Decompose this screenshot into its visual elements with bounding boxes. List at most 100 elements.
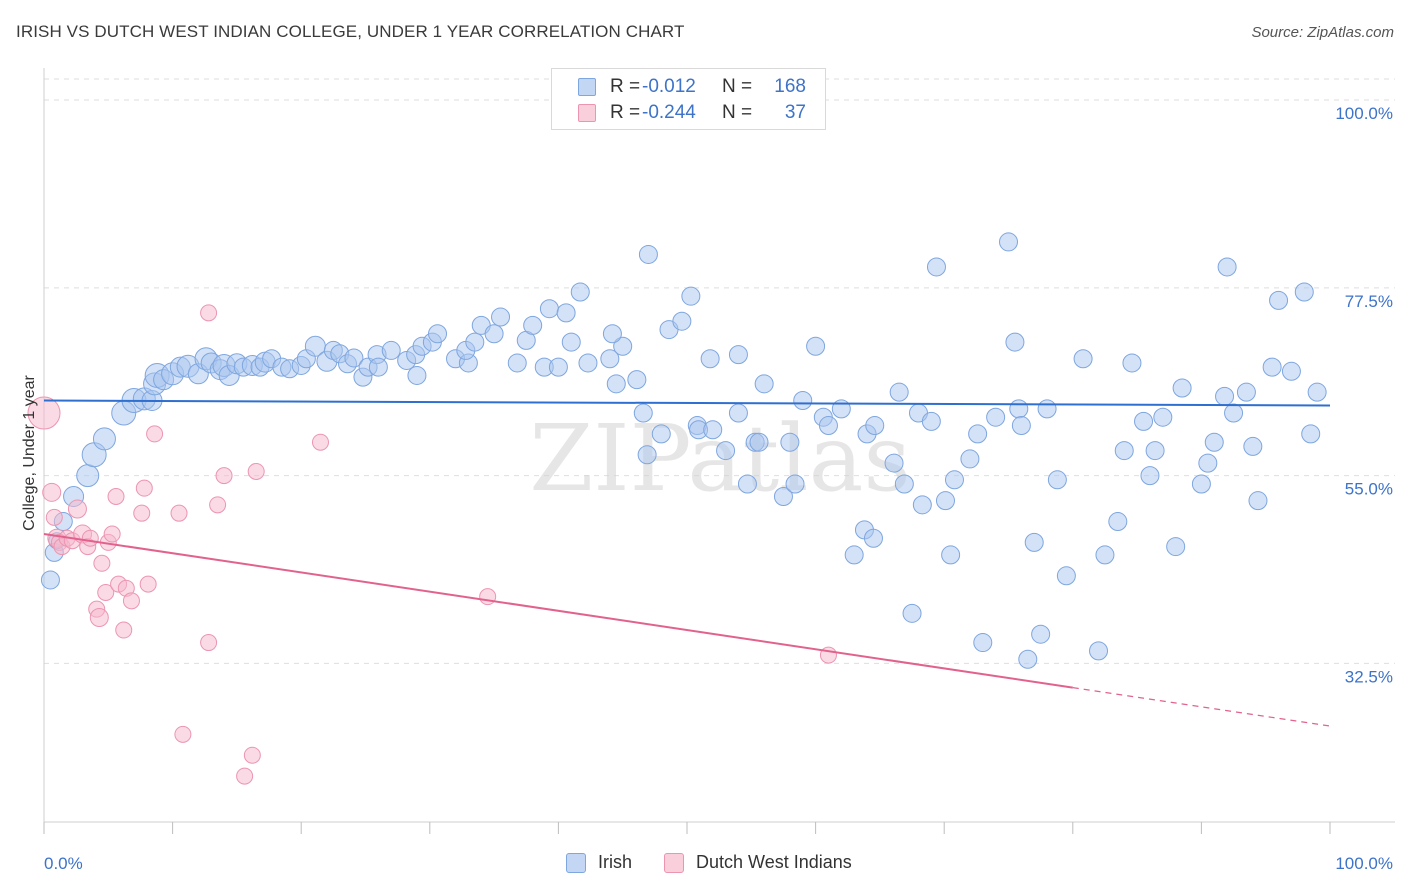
dutch-point — [247, 462, 265, 480]
irish-point — [1243, 436, 1263, 456]
x-tick-label-max: 100.0% — [1335, 854, 1393, 873]
irish-point — [844, 545, 864, 565]
irish-point — [754, 374, 774, 394]
irish-point — [728, 345, 748, 365]
irish-point — [960, 449, 980, 469]
irish-point — [638, 244, 658, 264]
x-tick-label-min: 0.0% — [44, 854, 83, 873]
irish-point — [1294, 282, 1314, 302]
trend-line-dashed-1 — [1072, 687, 1331, 727]
irish-point — [1307, 382, 1327, 402]
irish-point — [491, 307, 511, 327]
irish-point — [1056, 566, 1076, 586]
irish-point — [728, 403, 748, 423]
irish-point — [894, 474, 914, 494]
irish-point — [672, 311, 692, 331]
dutch-point — [200, 634, 218, 652]
irish-point — [651, 424, 671, 444]
irish-point — [968, 424, 988, 444]
dutch-point — [174, 725, 192, 743]
irish-point — [1005, 332, 1025, 352]
irish-point — [523, 315, 543, 335]
dutch-point — [89, 608, 109, 628]
label-layer: 32.5% 55.0% 77.5% 100.0% 0.0% 100.0% College, … — [21, 104, 1393, 873]
irish-point — [1153, 407, 1173, 427]
dutch-point — [209, 496, 227, 514]
irish-point — [700, 349, 720, 369]
irish-point — [507, 353, 527, 373]
irish-point — [926, 257, 946, 277]
irish-point — [368, 357, 388, 377]
irish-point — [76, 464, 100, 488]
irish-point — [749, 432, 769, 452]
irish-point — [539, 299, 559, 319]
dutch-point — [200, 304, 218, 322]
y-axis-label: College, Under 1 year — [21, 375, 38, 531]
irish-point — [1009, 399, 1029, 419]
irish-point — [902, 603, 922, 623]
irish-point — [773, 486, 793, 506]
irish-point — [999, 232, 1018, 252]
legend-item-dutch[interactable]: Dutch West Indians — [664, 852, 852, 873]
irish-point — [1024, 532, 1044, 552]
irish-point — [865, 416, 885, 436]
dutch-point — [135, 479, 153, 497]
irish-point — [986, 407, 1006, 427]
irish-point — [785, 474, 805, 494]
irish-point — [1114, 441, 1134, 461]
dutch-point — [97, 583, 115, 601]
irish-point — [780, 432, 800, 452]
irish-point — [1134, 411, 1154, 431]
series-layer — [27, 232, 1327, 785]
dutch-point — [146, 425, 164, 443]
irish-point — [606, 374, 626, 394]
irish-point — [1301, 424, 1321, 444]
irish-point — [1145, 441, 1165, 461]
dutch-point — [107, 487, 125, 505]
dutch-point — [215, 467, 233, 485]
irish-point — [407, 365, 427, 385]
dutch-point — [479, 588, 497, 606]
irish-point — [381, 340, 401, 360]
irish-swatch — [578, 78, 596, 96]
irish-point — [944, 470, 964, 490]
dutch-point — [93, 554, 111, 572]
dutch-point — [243, 746, 261, 764]
irish-point — [1191, 474, 1211, 494]
dutch-swatch — [578, 104, 596, 122]
r-key: R = — [610, 102, 641, 123]
irish-point — [556, 303, 576, 323]
irish-point — [1031, 624, 1051, 644]
dutch-point — [42, 482, 62, 502]
irish-point — [1047, 470, 1067, 490]
irish-point — [1236, 382, 1256, 402]
irish-point — [1073, 349, 1093, 369]
irish-point — [570, 282, 590, 302]
y-tick-label: 100.0% — [1335, 104, 1393, 123]
irish-point — [716, 441, 736, 461]
irish-point — [561, 332, 581, 352]
n-key: N = — [722, 102, 753, 123]
irish-point — [1248, 491, 1268, 511]
irish-point — [1262, 357, 1282, 377]
series-legend: Irish Dutch West Indians — [566, 852, 884, 873]
trend-line-0 — [43, 399, 1331, 407]
irish-point — [1108, 512, 1128, 532]
irish-point — [600, 349, 620, 369]
irish-point — [428, 324, 448, 344]
watermark: ZIPatlas — [529, 405, 910, 512]
irish-point — [1037, 399, 1057, 419]
irish-point — [831, 399, 851, 419]
dutch-point — [27, 396, 61, 430]
irish-point — [1172, 378, 1192, 398]
irish-point — [681, 286, 701, 306]
irish-point — [884, 453, 904, 473]
irish-point — [1122, 353, 1142, 373]
irish-point — [1198, 453, 1218, 473]
legend-row-irish: R = -0.012 N = 168 — [578, 75, 806, 99]
irish-point — [1089, 641, 1109, 661]
legend-item-irish[interactable]: Irish — [566, 852, 632, 873]
dutch-point — [45, 508, 63, 526]
irish-point — [633, 403, 653, 423]
